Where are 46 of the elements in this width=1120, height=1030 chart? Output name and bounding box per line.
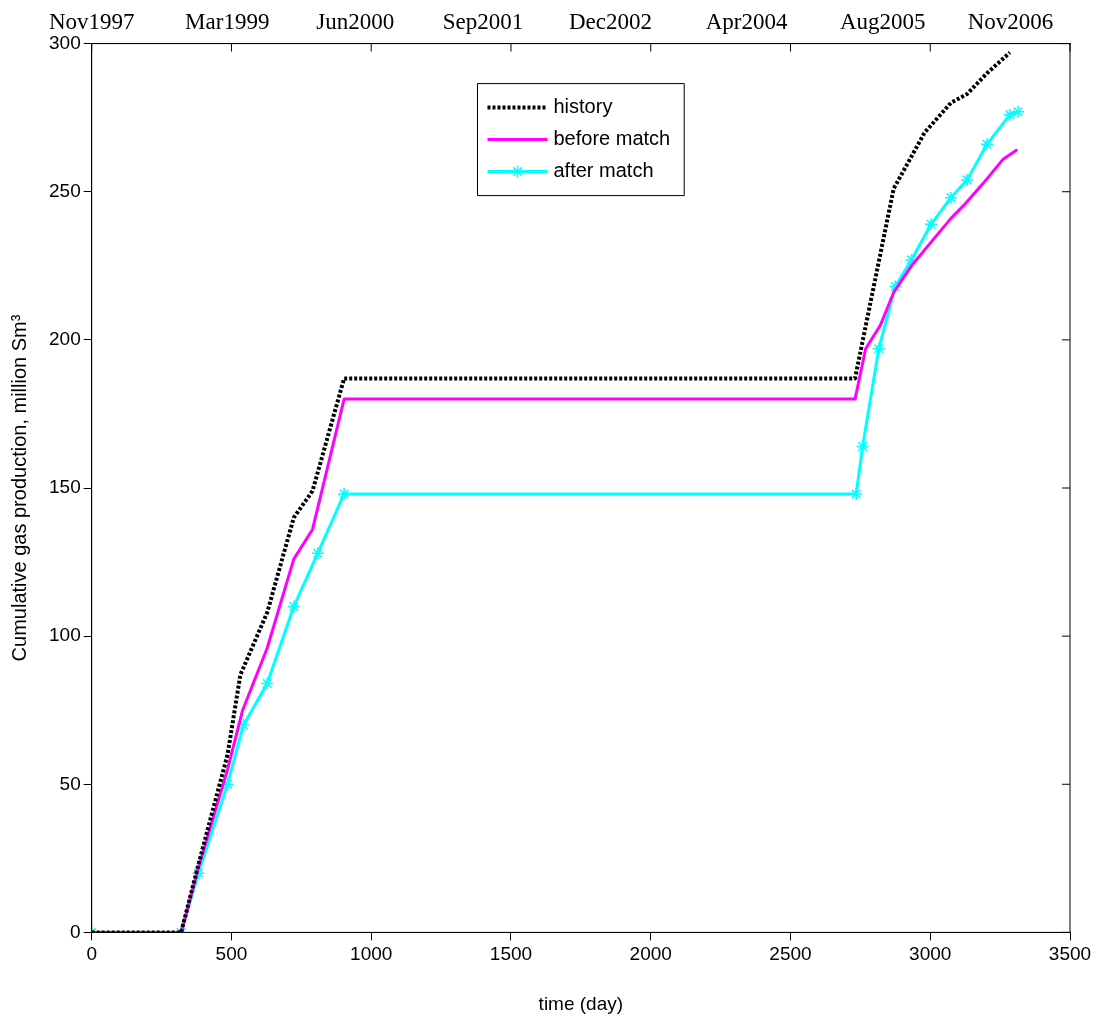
x2-tick-label: Dec2002 bbox=[568, 8, 652, 34]
point bbox=[872, 342, 886, 356]
x-tick-label: 2000 bbox=[629, 943, 672, 965]
point bbox=[904, 253, 919, 267]
x-tick-label: 3500 bbox=[1048, 943, 1092, 965]
point bbox=[980, 137, 994, 152]
point bbox=[960, 173, 974, 187]
y-tick-label: 250 bbox=[49, 179, 81, 201]
x2-tick-label: Aug2005 bbox=[839, 8, 926, 34]
point bbox=[888, 279, 903, 294]
point bbox=[287, 599, 301, 614]
point bbox=[191, 866, 206, 880]
point bbox=[337, 487, 351, 501]
point bbox=[944, 190, 958, 205]
point bbox=[236, 718, 251, 732]
x2-tick-label: Apr2004 bbox=[705, 8, 788, 34]
y-tick-label: 150 bbox=[49, 476, 81, 498]
x2-tick-label: Sep2001 bbox=[442, 8, 524, 34]
x-tick-label: 1500 bbox=[489, 943, 533, 965]
y-axis-title: Cumulative gas production, million Sm³ bbox=[7, 314, 30, 662]
x2-tick-label: Mar1999 bbox=[185, 8, 270, 34]
point bbox=[849, 487, 863, 501]
point bbox=[260, 676, 274, 691]
x-axis-title: time (day) bbox=[538, 992, 624, 1014]
legend-label: history bbox=[553, 95, 613, 118]
y-tick-label: 300 bbox=[49, 31, 81, 53]
x-tick-label: 1000 bbox=[350, 943, 393, 965]
y-tick-label: 50 bbox=[59, 772, 81, 794]
x2-tick-label: Nov1997 bbox=[48, 8, 135, 34]
x-tick-label: 3000 bbox=[909, 943, 952, 965]
point bbox=[220, 777, 235, 792]
point bbox=[1011, 104, 1025, 119]
x-tick-label: 2500 bbox=[769, 943, 812, 965]
point bbox=[1003, 107, 1017, 122]
point bbox=[924, 217, 938, 232]
legend-label: before match bbox=[553, 127, 671, 150]
x-tick-label: 500 bbox=[215, 943, 248, 965]
y-tick-label: 0 bbox=[70, 920, 81, 942]
y-tick-label: 200 bbox=[49, 328, 81, 350]
x2-tick-label: Nov2006 bbox=[967, 8, 1054, 34]
point bbox=[855, 439, 870, 454]
y-tick-label: 100 bbox=[49, 624, 81, 646]
legend-label: after match bbox=[553, 159, 654, 182]
x-tick-label: 0 bbox=[86, 943, 97, 965]
x2-tick-label: Jun2000 bbox=[316, 8, 395, 34]
point bbox=[311, 546, 325, 560]
